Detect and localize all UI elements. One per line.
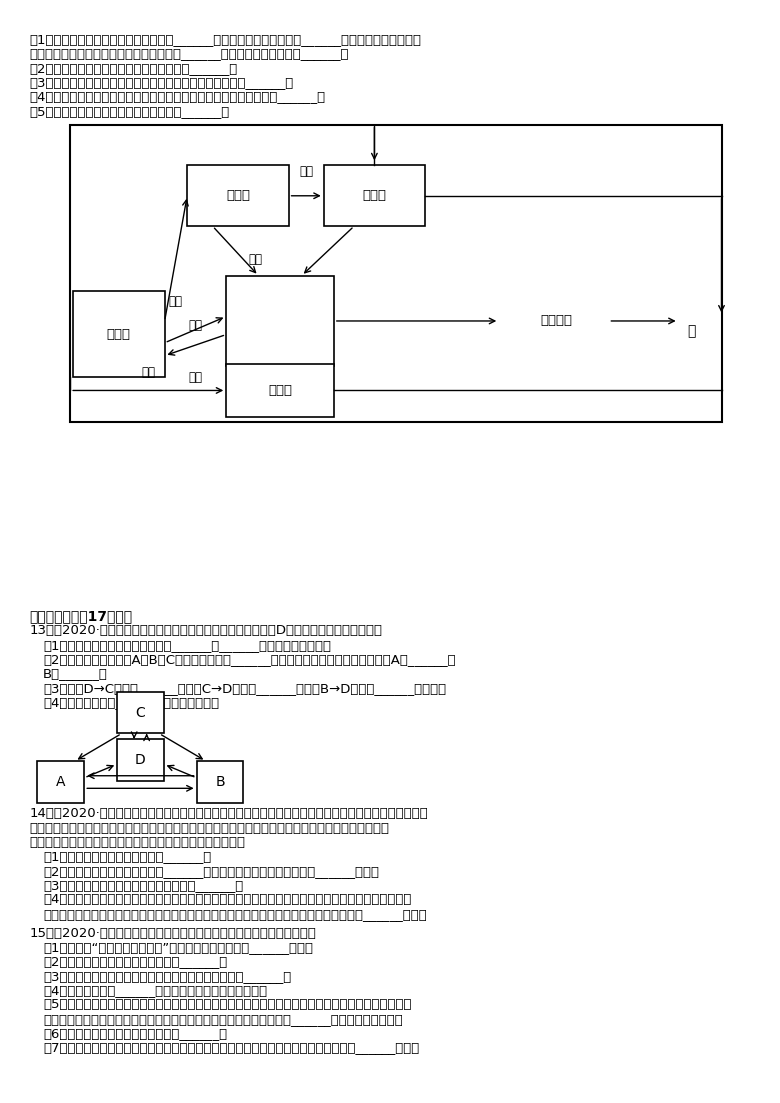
Text: 生活能源: 生活能源 xyxy=(540,314,573,328)
Text: 蘑菇房: 蘑菇房 xyxy=(268,384,292,397)
Text: （4）碳循环始终与______结合在一起进行。: （4）碳循环始终与______结合在一起进行。 xyxy=(43,696,219,709)
FancyBboxPatch shape xyxy=(226,276,334,366)
Text: 菇房中的蘑菇在该生态系统中共有的作用是______，请写出相关的表达式______。: 菇房中的蘑菇在该生态系统中共有的作用是______，请写出相关的表达式_____… xyxy=(30,47,349,61)
Text: 鸡粪: 鸡粪 xyxy=(300,165,313,178)
Text: C: C xyxy=(136,706,145,719)
FancyBboxPatch shape xyxy=(117,692,164,733)
FancyBboxPatch shape xyxy=(37,761,84,803)
Text: A: A xyxy=(56,775,66,789)
Text: 可看见白鹭（捕食鱼类的一种鸟）的身影。请据此回答问题：: 可看见白鹭（捕食鱼类的一种鸟）的身影。请据此回答问题： xyxy=(30,836,246,849)
FancyBboxPatch shape xyxy=(70,125,722,422)
Text: 15．（2020·市南区校级模拟）图为某生态系统中部分食物网图。请回答：: 15．（2020·市南区校级模拟）图为某生态系统中部分食物网图。请回答： xyxy=(30,927,317,940)
FancyBboxPatch shape xyxy=(226,364,334,417)
Text: 秸秆: 秸秆 xyxy=(169,295,183,308)
Text: 三．解答题（共17小题）: 三．解答题（共17小题） xyxy=(30,609,133,623)
FancyBboxPatch shape xyxy=(117,739,164,781)
Text: （5）有人为了防止鸟吃草籽儿，把人工种草的试验区用网罩了起来。过一段时间发现，草几乎被虫吃光: （5）有人为了防止鸟吃草籽儿，把人工种草的试验区用网罩了起来。过一段时间发现，草… xyxy=(43,998,411,1011)
FancyBboxPatch shape xyxy=(197,761,243,803)
Text: （3）从能量流动的角度分析，给农作物除草和杀虫的目的是______。: （3）从能量流动的角度分析，给农作物除草和杀虫的目的是______。 xyxy=(30,76,294,89)
Text: 14．（2020·市南区校级模拟）麒麟山公园是三明市民经常去的公园之一。公园树木葱郁，绿草如药，蜘蝶: 14．（2020·市南区校级模拟）麒麟山公园是三明市民经常去的公园之一。公园树木… xyxy=(30,807,428,821)
Text: （1）俗话说“万物生长靠太阳。”阳光是影响生物生活的______因素。: （1）俗话说“万物生长靠太阳。”阳光是影响生物生活的______因素。 xyxy=(43,941,313,954)
Text: （3）图中D→C过程是______作用，C→D过程是______作用，B→D是通过______实现的。: （3）图中D→C过程是______作用，C→D过程是______作用，B→D是通… xyxy=(43,682,446,695)
Text: 沼渣: 沼渣 xyxy=(189,372,202,384)
Text: D: D xyxy=(135,753,146,767)
Text: （1）此生态系统的能量流动是从［______］______固定太阳能开始的。: （1）此生态系统的能量流动是从［______］______固定太阳能开始的。 xyxy=(43,639,331,652)
Text: 秸秆: 秸秆 xyxy=(189,319,202,332)
Text: B为______。: B为______。 xyxy=(43,667,108,681)
Text: （1）请写出公园中的一条食物链______。: （1）请写出公园中的一条食物链______。 xyxy=(43,850,211,864)
Text: B: B xyxy=(215,775,225,789)
Text: 养猪场: 养猪场 xyxy=(363,190,386,202)
Text: 了，而未加罩网的天然草原，牧草却生长良好。这个实例说明了生物与______是不可分割的整体。: 了，而未加罩网的天然草原，牧草却生长良好。这个实例说明了生物与______是不可… xyxy=(43,1013,402,1026)
Text: 农作物: 农作物 xyxy=(107,328,130,341)
Text: 秸秆: 秸秆 xyxy=(141,366,155,379)
Text: 养鸡场: 养鸡场 xyxy=(226,190,250,202)
Text: （2）在该生态系统中，最短的一条食物链是______。: （2）在该生态系统中，最短的一条食物链是______。 xyxy=(30,62,238,75)
FancyBboxPatch shape xyxy=(187,165,289,226)
Text: 飞舞，鸟叫蝉鸣。园区内小溪边的机木上长着许多蘑菇，池塘中栖息着不少浮游动植物、鱼类，经常还: 飞舞，鸟叫蝉鸣。园区内小溪边的机木上长着许多蘑菇，池塘中栖息着不少浮游动植物、鱼… xyxy=(30,822,390,835)
Text: （3）除了图中的生物，该生态系统中一定还有的生物为______。: （3）除了图中的生物，该生态系统中一定还有的生物为______。 xyxy=(43,970,291,983)
Text: （1）该生态系统中有机物的最初来源是______，它在该生态系统中属于______，沼气池中的细菌及蘑: （1）该生态系统中有机物的最初来源是______，它在该生态系统中属于_____… xyxy=(30,33,422,46)
Text: （2）题中描述公园中的分解者是______，公园中的蜘蝶和蜂蜂之间属于______关系。: （2）题中描述公园中的分解者是______，公园中的蜘蝶和蜂蜂之间属于_____… xyxy=(43,865,379,878)
Text: （5）该生态系统中，猪和鸡之间的关系是______。: （5）该生态系统中，猪和鸡之间的关系是______。 xyxy=(30,105,230,118)
Text: （2）在该生态系统中蛇与鹰的关系是______。: （2）在该生态系统中蛇与鹰的关系是______。 xyxy=(43,955,227,968)
Text: 般条件下，该系统中各种生物的数量和所占比例是相对稳定的，这说明生态系统具有一定的______能力。: 般条件下，该系统中各种生物的数量和所占比例是相对稳定的，这说明生态系统具有一定的… xyxy=(43,908,427,921)
FancyBboxPatch shape xyxy=(73,291,165,377)
Text: （4）如果农作物中还有难溶解的有毒物质，那么受危害最大的生物是______。: （4）如果农作物中还有难溶解的有毒物质，那么受危害最大的生物是______。 xyxy=(30,90,326,104)
Text: 13．（2020·青岛模拟）如图是生态系统中碳循环示意图，图中D是大气，请据图回答问题：: 13．（2020·青岛模拟）如图是生态系统中碳循环示意图，图中D是大气，请据图回… xyxy=(30,624,383,638)
Text: （6）请写出图中的任意一条食物链：______。: （6）请写出图中的任意一条食物链：______。 xyxy=(43,1027,227,1040)
Text: （7）为了防治草场上害虫，人们在草上喷洒农药，农药会沿着食物链逐渐富集，最终在______的体内: （7）为了防治草场上害虫，人们在草上喷洒农药，农药会沿着食物链逐渐富集，最终在_… xyxy=(43,1041,419,1054)
Text: （2）碳元素在大气中与A、B、C之间的流动是以______形式进行的，在生态系统各成分中A为______，: （2）碳元素在大气中与A、B、C之间的流动是以______形式进行的，在生态系统… xyxy=(43,653,456,666)
Text: （4）麒麟山公园是一个森林生态系统，随着环境的不断变化，各种生物的数量也在不断地变化，但在一: （4）麒麟山公园是一个森林生态系统，随着环境的不断变化，各种生物的数量也在不断地… xyxy=(43,893,411,907)
FancyBboxPatch shape xyxy=(324,165,425,226)
Text: （3）鸟叫蝉鸣所需的能量，最终都来源于______。: （3）鸟叫蝉鸣所需的能量，最终都来源于______。 xyxy=(43,879,243,892)
Text: 粪便: 粪便 xyxy=(249,253,262,266)
Text: （4）在生态系统中______是沿着食物链和食物网流动的。: （4）在生态系统中______是沿着食物链和食物网流动的。 xyxy=(43,984,267,997)
Text: 人: 人 xyxy=(688,324,696,338)
